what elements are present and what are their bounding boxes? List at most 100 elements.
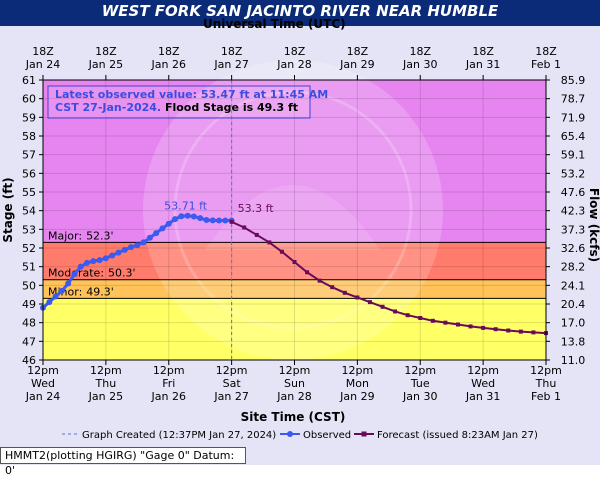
y-tick-label-1: 47: [22, 335, 36, 348]
forecast-point-12: [380, 304, 385, 309]
observed-point-23: [184, 212, 191, 219]
legend-created-label: Graph Created (12:37PM Jan 27, 2024): [82, 430, 276, 441]
observed-point-1: [46, 299, 53, 306]
observed-point-3: [58, 287, 65, 294]
bottom-tick-label-3-l2: Sat: [223, 377, 242, 390]
observed-point-19: [159, 225, 166, 232]
info-line-2b: Flood Stage is 49.3 ft: [161, 101, 298, 114]
y-tick-label-10: 56: [22, 167, 36, 180]
forecast-point-19: [468, 324, 473, 329]
bottom-tick-label-1-l3: Jan 25: [88, 390, 123, 403]
forecast-point-11: [367, 300, 372, 305]
top-tick-label-7-l2: Jan 31: [465, 58, 500, 71]
observed-point-10: [102, 255, 109, 262]
y-tick-label-12: 58: [22, 130, 36, 143]
y2-tick-label-4: 24.1: [561, 279, 586, 292]
y-tick-label-7: 53: [22, 223, 36, 236]
forecast-point-18: [455, 322, 460, 327]
y-tick-label-6: 52: [22, 242, 36, 255]
info-line-1: Latest observed value: 53.47 ft at 11:45…: [55, 88, 328, 101]
band-3: [43, 80, 546, 243]
forecast-point-10: [355, 295, 360, 300]
bottom-tick-label-3-l3: Jan 27: [213, 390, 248, 403]
observed-point-21: [172, 216, 179, 223]
forecast-point-16: [430, 318, 435, 323]
observed-point-25: [197, 215, 204, 222]
y2-tick-label-6: 32.6: [561, 242, 586, 255]
observed-point-12: [115, 249, 122, 256]
y2-tick-label-7: 37.3: [561, 223, 586, 236]
bottom-tick-label-0-l2: Wed: [31, 377, 55, 390]
observed-point-18: [153, 230, 160, 237]
forecast-point-1: [242, 225, 247, 230]
observed-point-22: [178, 213, 185, 220]
bottom-tick-label-2-l2: Fri: [162, 377, 175, 390]
forecast-point-20: [481, 325, 486, 330]
y2-tick-label-11: 59.1: [561, 149, 586, 162]
bottom-tick-label-4-l3: Jan 28: [276, 390, 311, 403]
forecast-point-13: [393, 309, 398, 314]
bottom-tick-label-0-l3: Jan 24: [25, 390, 60, 403]
observed-point-27: [209, 217, 216, 224]
bottom-axis-label: Site Time (CST): [241, 410, 346, 424]
bottom-tick-label-4-l1: 12pm: [279, 364, 311, 377]
bottom-tick-label-2-l1: 12pm: [153, 364, 185, 377]
y2-tick-label-15: 85.9: [561, 74, 586, 87]
top-tick-label-6-l2: Jan 30: [402, 58, 437, 71]
top-tick-label-1-l1: 18Z: [95, 45, 117, 58]
y-tick-label-0: 46: [22, 354, 36, 367]
forecast-point-6: [305, 270, 310, 275]
observed-point-4: [65, 280, 72, 287]
y2-tick-label-10: 53.2: [561, 167, 586, 180]
top-tick-label-3-l1: 18Z: [221, 45, 243, 58]
noaa-watermark: [143, 60, 443, 360]
top-tick-label-2-l1: 18Z: [158, 45, 180, 58]
top-tick-label-4-l1: 18Z: [284, 45, 306, 58]
forecast-point-5: [292, 260, 297, 264]
y2-tick-label-13: 71.9: [561, 111, 586, 124]
observed-point-15: [134, 242, 141, 249]
y-tick-label-11: 57: [22, 149, 36, 162]
y-tick-label-4: 50: [22, 279, 36, 292]
bottom-tick-label-4-l2: Sun: [284, 377, 305, 390]
forecast-point-3: [267, 240, 272, 245]
threshold-name-0: Major:: [48, 229, 82, 242]
y2-axis-label: Flow (kcfs): [587, 188, 600, 262]
title-bar: WEST FORK SAN JACINTO RIVER NEAR HUMBLE: [0, 0, 600, 26]
forecast-point-17: [443, 320, 448, 325]
forecast-point-2: [254, 232, 259, 237]
observed-point-6: [77, 263, 84, 270]
y-tick-label-5: 51: [22, 261, 36, 274]
bottom-tick-label-7-l3: Jan 31: [465, 390, 500, 403]
y2-tick-label-12: 65.4: [561, 130, 586, 143]
y2-tick-label-8: 42.3: [561, 205, 586, 218]
forecast-point-21: [493, 327, 498, 332]
bottom-tick-label-0-l1: 12pm: [27, 364, 59, 377]
chart-title: WEST FORK SAN JACINTO RIVER NEAR HUMBLE: [101, 2, 499, 20]
top-tick-label-8-l2: Feb 1: [531, 58, 561, 71]
bottom-tick-label-5-l3: Jan 29: [339, 390, 374, 403]
legend-observed-marker: [287, 431, 293, 437]
top-tick-label-0-l1: 18Z: [32, 45, 54, 58]
observed-point-8: [90, 258, 97, 265]
forecast-point-9: [342, 290, 347, 295]
forecast-peak-label: 53.3 ft: [238, 202, 275, 215]
observed-point-11: [109, 252, 116, 259]
observed-point-20: [165, 220, 172, 227]
top-tick-label-6-l1: 18Z: [409, 45, 431, 58]
observed-point-2: [52, 293, 59, 300]
top-tick-label-3-l2: Jan 27: [213, 58, 248, 71]
bottom-tick-label-1-l2: Thu: [95, 377, 117, 390]
bottom-tick-label-8-l1: 12pm: [530, 364, 562, 377]
legend-observed-label: Observed: [303, 430, 351, 441]
top-tick-label-7-l1: 18Z: [472, 45, 494, 58]
threshold-label-1: Moderate:50.3': [48, 267, 136, 280]
bottom-tick-label-8-l3: Feb 1: [531, 390, 561, 403]
svg-text:CST 27-Jan-2024. Flood Stage i: CST 27-Jan-2024. Flood Stage is 49.3 ft: [55, 101, 298, 114]
y2-tick-label-14: 78.7: [561, 93, 586, 106]
forecast-point-0: [229, 219, 234, 224]
y-tick-label-9: 55: [22, 186, 36, 199]
y-tick-label-14: 60: [22, 93, 36, 106]
threshold-label-0: Major: 52.3': [48, 229, 114, 242]
